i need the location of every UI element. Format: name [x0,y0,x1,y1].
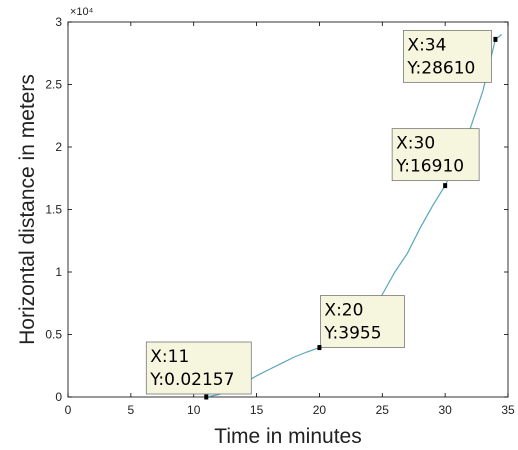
x-tick-label: 25 [376,403,390,417]
x-tick-label: 35 [501,403,515,417]
datatip-box [320,295,405,348]
datatips-layer: X:11 Y:0.02157 X:20 Y:3955 X:30 Y:16910 X:34 Y:… [145,29,498,400]
y-tick-label: 3 [55,15,62,29]
datatip-marker [443,183,448,189]
datatip-marker [493,36,498,42]
y-tick-label: 1 [55,265,62,279]
y-axis-title: Horizontal distance in meters [16,74,39,345]
datatip-box [391,128,480,182]
x-tick-label: 0 [65,403,72,417]
y-axis-exponent: ×10⁴ [70,6,94,18]
datatip-x-label: X:34 [407,35,446,55]
datatip-y-label: Y:3955 [323,324,381,344]
datatip-y-label: Y:16910 [395,157,464,177]
y-tick-label: 0.5 [45,328,62,342]
x-tick-label: 20 [313,403,327,417]
datatip-marker [317,345,322,351]
x-tick-label: 15 [250,403,264,417]
datatip-y-label: Y:0.02157 [149,370,234,390]
x-axis-title: Time in minutes [214,425,361,448]
y-tick-label: 0 [55,390,62,404]
y-tick-label: 2.5 [45,78,62,92]
datatip-x-label: X:11 [150,347,189,367]
datatip-x-label: X:30 [396,134,435,154]
y-tick-label: 2 [55,140,62,154]
x-tick-label: 30 [438,403,452,417]
datatip-y-label: Y:28610 [406,58,475,78]
datatip-marker [204,394,209,400]
datatip-box [403,29,492,83]
x-tick-label: 5 [128,403,135,417]
y-tick-label: 1.5 [45,203,62,217]
x-tick-label: 10 [187,403,201,417]
axes: 0 5 10 15 20 25 30 35 0 0.5 1 1.5 2 2.5 3 [45,15,515,417]
datatip-x-label: X:20 [324,301,363,321]
datatip-box [145,341,252,395]
